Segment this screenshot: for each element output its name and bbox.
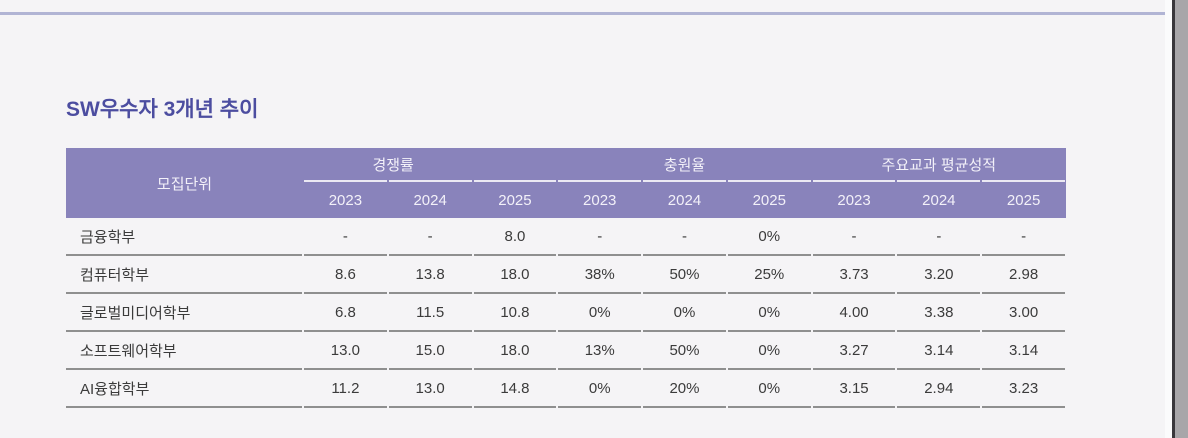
trend-table: 모집단위 경쟁률 충원율 주요교과 평균성적 2023 2024 2025 20… [66, 148, 1066, 408]
cell: 20% [643, 370, 726, 408]
cell: 0% [727, 332, 811, 370]
cell: 50% [643, 332, 726, 370]
year-header: 2023 [812, 180, 896, 218]
row-label: 금융학부 [66, 218, 302, 256]
group-header-label: 주요교과 평균성적 [881, 156, 997, 174]
cell: 3.20 [897, 256, 981, 294]
cell: 0% [727, 294, 811, 332]
cell: 10.8 [473, 294, 557, 332]
group-header-competition-rate: 경쟁률 [303, 148, 557, 180]
year-header: 2025 [727, 180, 811, 218]
page-title: SW우수자 3개년 추이 [66, 98, 259, 121]
cell: - [897, 218, 981, 256]
cell: - [388, 218, 472, 256]
year-header: 2024 [897, 180, 981, 218]
cell: 11.5 [388, 294, 472, 332]
column-header-unit: 모집단위 [156, 175, 213, 193]
cell: 2.98 [982, 256, 1065, 294]
table-row: 글로벌미디어학부 6.8 11.5 10.8 0% 0% 0% 4.00 3.3… [66, 294, 1066, 332]
cell: 11.2 [304, 370, 387, 408]
cell: 13.8 [388, 256, 472, 294]
year-header: 2024 [643, 180, 726, 218]
cell: 0% [643, 294, 726, 332]
window-border-line [1172, 0, 1175, 438]
year-header: 2024 [388, 180, 472, 218]
cell: 13% [558, 332, 642, 370]
cell: - [304, 218, 387, 256]
cell: 15.0 [388, 332, 472, 370]
table-row: AI융합학부 11.2 13.0 14.8 0% 20% 0% 3.15 2.9… [66, 370, 1066, 408]
row-label: AI융합학부 [66, 370, 302, 408]
top-divider-rule [0, 12, 1172, 15]
cell: 18.0 [473, 256, 557, 294]
table-body: 금융학부 - - 8.0 - - 0% - - - 컴퓨터학부 8.6 13.8… [66, 218, 1066, 408]
table-row: 금융학부 - - 8.0 - - 0% - - - [66, 218, 1066, 256]
cell: 3.73 [812, 256, 896, 294]
cell: 0% [727, 370, 811, 408]
cell: 3.27 [812, 332, 896, 370]
year-header: 2023 [304, 180, 387, 218]
page-margin-strip [1165, 0, 1172, 438]
cell: 13.0 [388, 370, 472, 408]
cell: - [643, 218, 726, 256]
cell: 18.0 [473, 332, 557, 370]
year-header: 2025 [473, 180, 557, 218]
cell: 8.0 [473, 218, 557, 256]
cell: 13.0 [304, 332, 387, 370]
window-frame-edge [1175, 0, 1188, 438]
cell: 6.8 [304, 294, 387, 332]
group-header-label: 충원율 [663, 156, 706, 174]
group-header-fill-rate: 충원율 [557, 148, 811, 180]
cell: 8.6 [304, 256, 387, 294]
cell: 3.14 [897, 332, 981, 370]
row-label: 소프트웨어학부 [66, 332, 302, 370]
cell: 4.00 [812, 294, 896, 332]
row-label: 컴퓨터학부 [66, 256, 302, 294]
cell: 0% [558, 294, 642, 332]
cell: 50% [643, 256, 726, 294]
cell: 38% [558, 256, 642, 294]
cell: - [982, 218, 1065, 256]
group-header-label: 경쟁률 [372, 156, 414, 174]
table-row: 소프트웨어학부 13.0 15.0 18.0 13% 50% 0% 3.27 3… [66, 332, 1066, 370]
cell: 3.14 [982, 332, 1065, 370]
cell: 25% [727, 256, 811, 294]
cell: 2.94 [897, 370, 981, 408]
table-header: 모집단위 경쟁률 충원율 주요교과 평균성적 2023 2024 2025 20… [66, 148, 1066, 218]
cell: 14.8 [473, 370, 557, 408]
cell: - [812, 218, 896, 256]
year-header: 2025 [982, 180, 1065, 218]
cell: 3.15 [812, 370, 896, 408]
cell: 3.38 [897, 294, 981, 332]
row-label: 글로벌미디어학부 [66, 294, 302, 332]
cell: - [558, 218, 642, 256]
year-header: 2023 [558, 180, 642, 218]
cell: 3.00 [982, 294, 1065, 332]
cell: 3.23 [982, 370, 1065, 408]
cell: 0% [727, 218, 811, 256]
cell: 0% [558, 370, 642, 408]
table-row: 컴퓨터학부 8.6 13.8 18.0 38% 50% 25% 3.73 3.2… [66, 256, 1066, 294]
group-header-avg-grade: 주요교과 평균성적 [812, 148, 1066, 180]
